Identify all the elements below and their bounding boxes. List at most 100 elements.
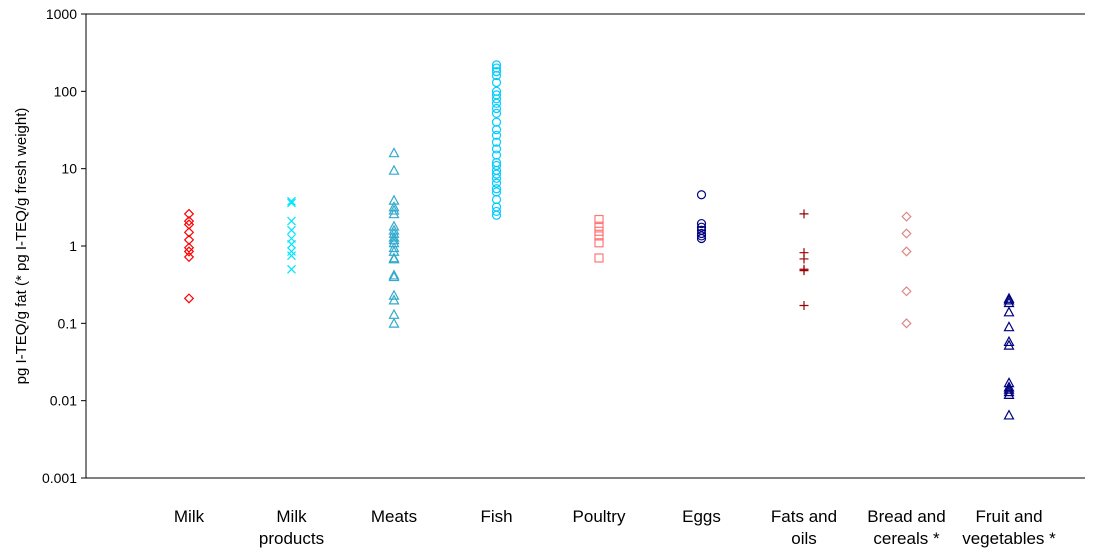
x-category-label: Bread and cereals * xyxy=(867,507,945,548)
data-point xyxy=(696,190,707,200)
data-point xyxy=(1003,335,1015,347)
data-point xyxy=(491,150,502,160)
data-point xyxy=(491,160,502,171)
y-tick-label: 10 xyxy=(61,161,77,177)
data-point xyxy=(901,228,912,239)
data-point xyxy=(491,169,502,179)
y-tick-label: 0.001 xyxy=(42,470,77,486)
data-point xyxy=(287,264,296,274)
x-category-label: Fats and oils xyxy=(771,507,837,548)
data-point xyxy=(388,308,400,319)
data-point xyxy=(287,196,296,206)
data-point xyxy=(1003,409,1015,420)
data-point xyxy=(696,231,707,241)
data-point xyxy=(287,225,296,235)
data-point xyxy=(491,108,502,118)
data-point xyxy=(183,227,195,238)
data-point xyxy=(799,254,809,264)
data-point xyxy=(388,294,400,305)
data-point xyxy=(183,293,195,304)
data-point xyxy=(491,210,502,220)
data-point xyxy=(183,251,195,263)
data-point xyxy=(1003,294,1015,305)
y-axis-ticks: 0.001 0.01 0.1 1 10 100 1000 xyxy=(42,6,86,486)
data-point xyxy=(388,208,400,219)
data-point xyxy=(491,77,502,88)
data-point xyxy=(1003,339,1015,350)
data-point xyxy=(491,144,502,154)
data-point xyxy=(799,301,809,311)
data-point xyxy=(491,130,502,140)
data-point xyxy=(388,269,400,280)
data-point xyxy=(1003,292,1015,303)
data-point xyxy=(491,206,502,217)
data-point xyxy=(901,246,912,257)
y-tick-label: 0.1 xyxy=(58,315,78,331)
data-point xyxy=(901,211,912,222)
y-tick-label: 0.01 xyxy=(50,393,77,409)
x-category-label: Milk xyxy=(174,507,205,526)
data-point xyxy=(491,173,502,183)
data-point xyxy=(388,204,400,215)
data-point xyxy=(491,125,502,135)
y-axis-label: pg I-TEQ/g fat (* pg I-TEQ/g fresh weigh… xyxy=(13,108,30,385)
data-point xyxy=(287,198,296,208)
x-axis-categories: Milk Milk products Meats Fish Poultry Eggs Fats… xyxy=(174,507,1056,548)
x-category-label: Eggs xyxy=(682,507,721,526)
data-point xyxy=(594,221,604,231)
x-category-label: Fruit and vegetables * xyxy=(962,507,1056,548)
data-point xyxy=(1003,306,1015,317)
x-category-label: Milk products xyxy=(259,507,324,548)
data-point xyxy=(1003,321,1015,332)
data-point xyxy=(696,233,707,244)
data-point xyxy=(594,231,604,241)
data-point xyxy=(491,70,502,81)
data-point xyxy=(388,253,400,264)
data-point xyxy=(491,94,502,104)
data-point xyxy=(287,251,296,261)
data-point xyxy=(491,60,502,70)
y-tick-label: 1000 xyxy=(46,6,77,22)
data-point xyxy=(388,194,400,205)
data-point xyxy=(388,201,400,212)
data-point xyxy=(388,241,400,253)
data-point xyxy=(183,208,195,220)
x-category-label: Fish xyxy=(480,507,512,526)
data-point xyxy=(594,226,604,236)
y-tick-label: 100 xyxy=(54,83,78,99)
data-point xyxy=(696,228,707,239)
data-point xyxy=(1003,386,1015,397)
data-point xyxy=(183,215,195,227)
data-point xyxy=(491,66,502,77)
data-point xyxy=(594,253,604,263)
data-point xyxy=(183,246,195,257)
data-point xyxy=(696,218,707,229)
data-point xyxy=(388,317,400,328)
data-point xyxy=(799,209,809,219)
data-point xyxy=(901,286,912,297)
data-point xyxy=(491,103,502,114)
data-point xyxy=(491,137,502,147)
data-point xyxy=(388,224,400,235)
data-point xyxy=(287,247,296,256)
data-point xyxy=(287,216,296,226)
x-category-label: Meats xyxy=(371,507,417,526)
data-point xyxy=(1003,383,1015,394)
data-point xyxy=(491,178,502,188)
data-point xyxy=(388,289,400,300)
data-point xyxy=(388,164,400,175)
data-point xyxy=(388,271,400,282)
data-point xyxy=(799,266,809,276)
data-points xyxy=(183,60,1015,420)
data-point xyxy=(901,318,912,329)
data-point xyxy=(388,147,400,158)
data-point xyxy=(491,98,502,108)
data-point xyxy=(594,238,604,248)
axes xyxy=(85,13,1085,479)
data-point xyxy=(388,231,400,242)
data-point xyxy=(491,117,502,127)
data-point xyxy=(1003,388,1015,399)
y-tick-label: 1 xyxy=(69,238,77,254)
